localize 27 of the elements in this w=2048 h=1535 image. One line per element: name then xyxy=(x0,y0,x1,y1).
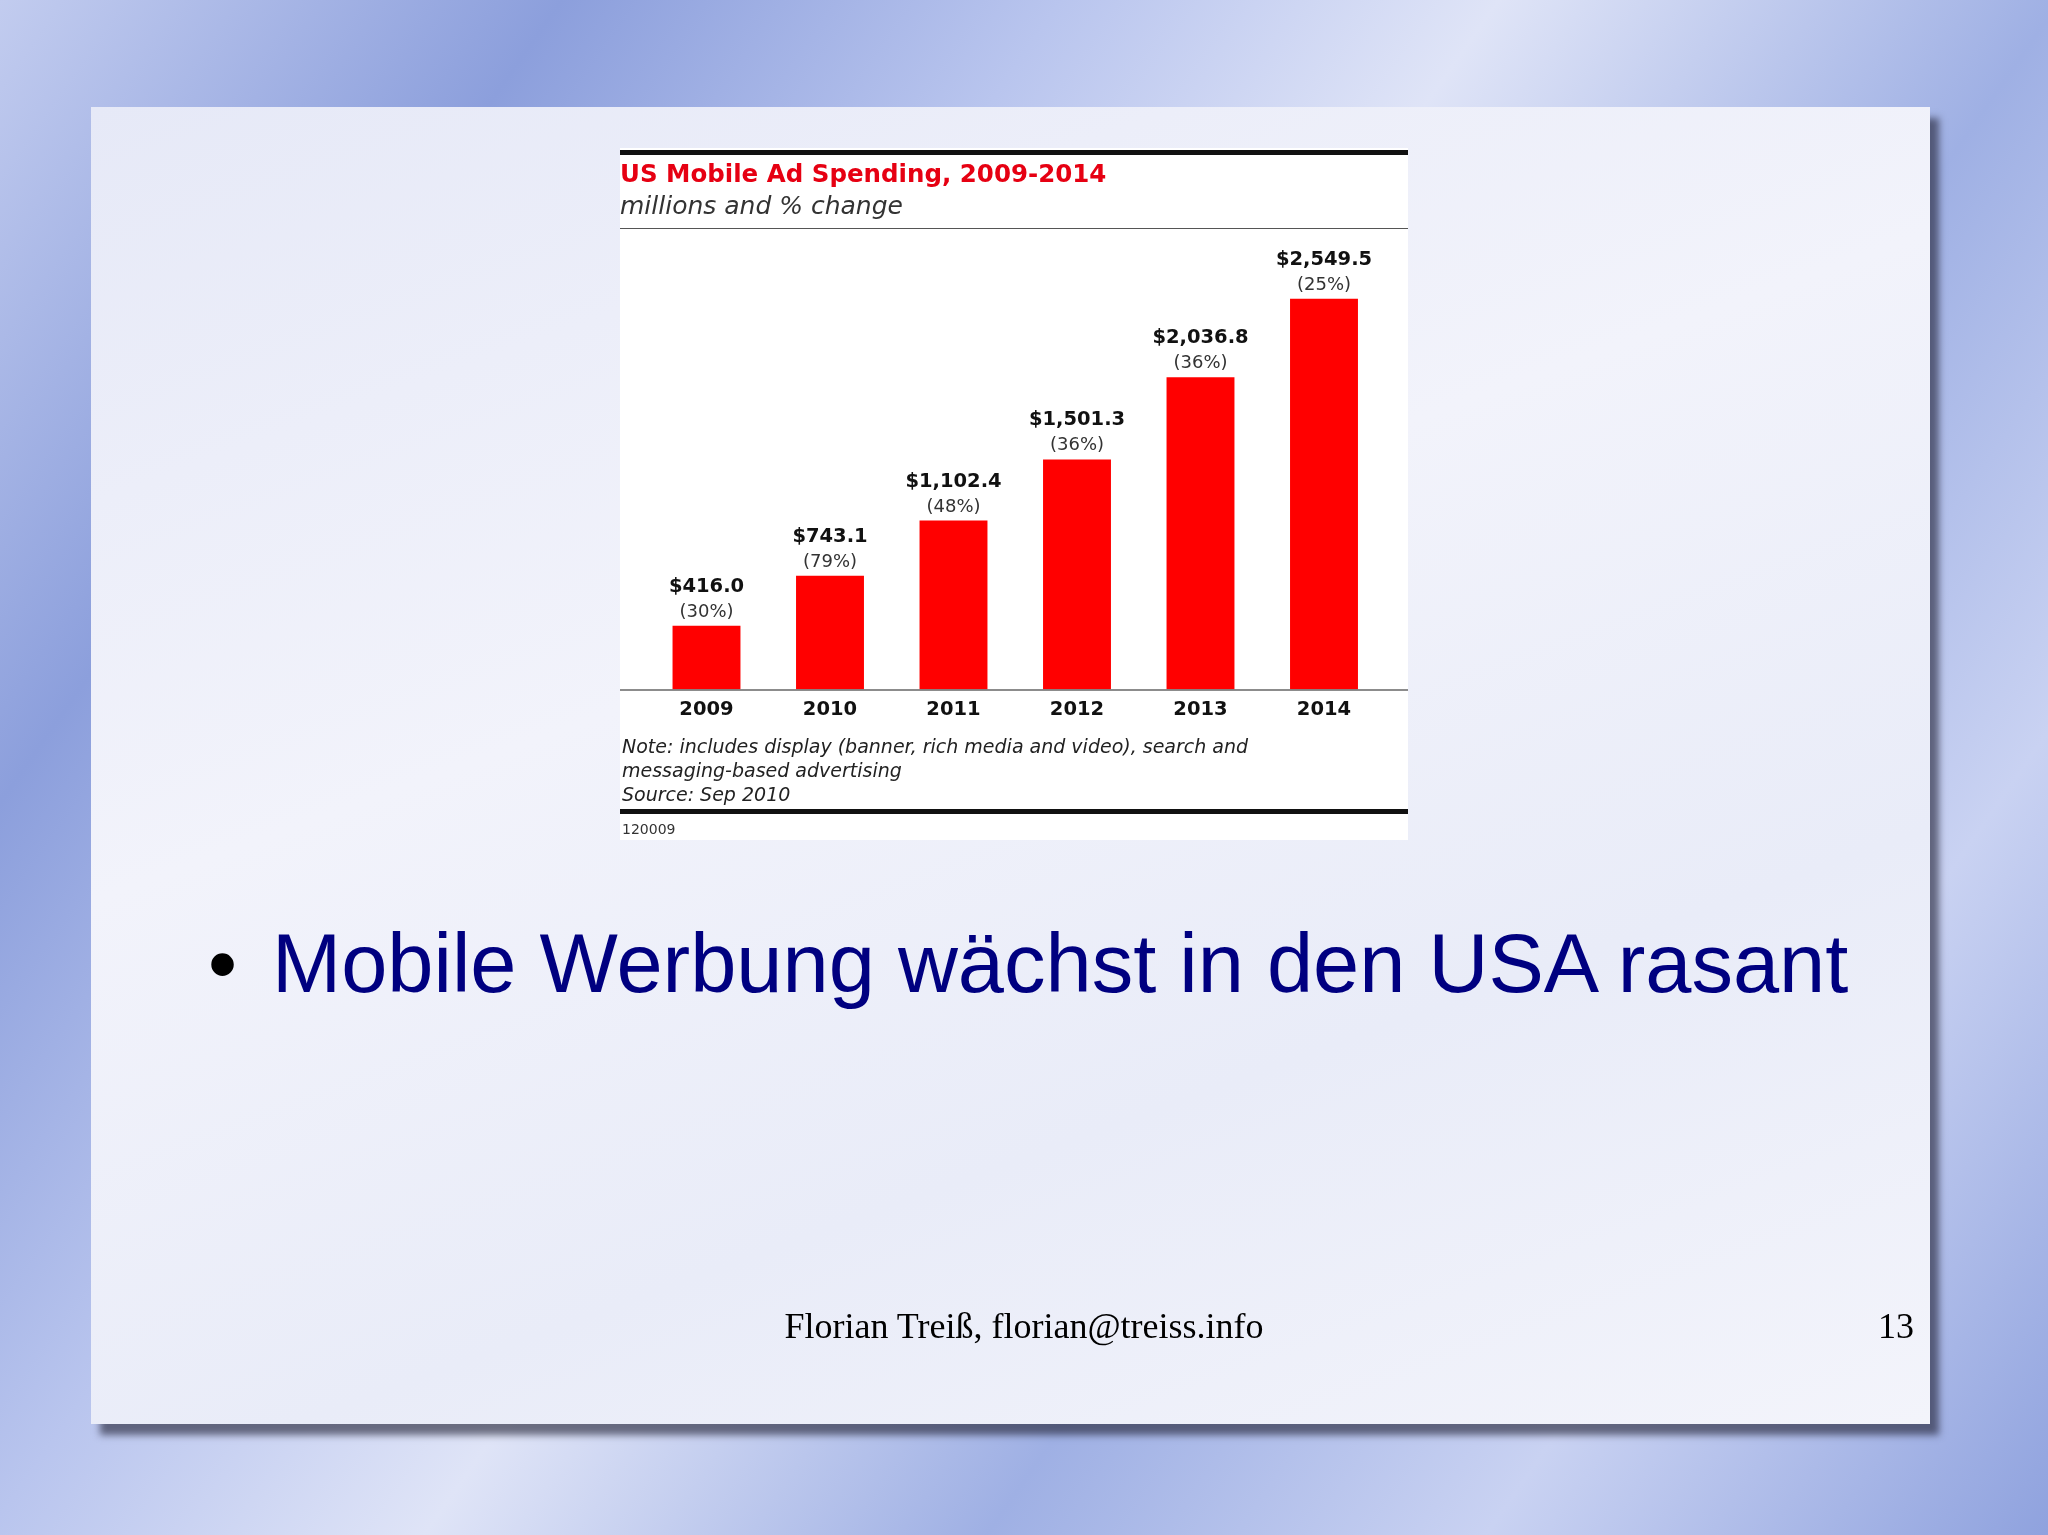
x-tick-label: 2010 xyxy=(802,697,858,721)
text: 120009 xyxy=(622,820,676,839)
data-label: $1,102.4 (48%) xyxy=(905,468,1002,516)
bar xyxy=(919,520,988,690)
bar xyxy=(1043,459,1111,690)
chart-title: US Mobile Ad Spending, 2009-2014 xyxy=(620,159,1107,188)
chart-subtitle: millions and % change xyxy=(620,191,903,220)
x-tick-label: 2013 xyxy=(1173,697,1228,721)
data-label: $1,501.3 (36%) xyxy=(1028,407,1126,455)
data-label: $2,549.5 (25%) xyxy=(1275,246,1373,294)
bar xyxy=(672,625,741,690)
data-label: $743.1 (79%) xyxy=(792,523,868,571)
text: 13 xyxy=(1878,1305,1914,1348)
x-tick-label: 2011 xyxy=(926,697,981,721)
bar xyxy=(796,575,864,690)
data-label: $2,036.8 (36%) xyxy=(1152,325,1249,373)
x-tick-label: 2012 xyxy=(1049,697,1105,721)
x-tick-label: 2014 xyxy=(1296,697,1352,721)
bar xyxy=(1290,298,1358,690)
bar xyxy=(1166,377,1235,690)
text: Note: includes display (banner, rich media and video), search and messaging-based advertising xyxy=(622,734,1250,782)
data-label: $416.0 (30%) xyxy=(668,573,745,621)
text: Florian Treiß, florian@treiss.info xyxy=(783,1305,1265,1348)
text: Mobile Werbung wächst in den USA rasant xyxy=(272,916,1849,1012)
x-tick-label: 2009 xyxy=(679,697,734,721)
source-note: Source: Sep 2010 xyxy=(622,782,792,806)
text: • xyxy=(208,916,238,1012)
